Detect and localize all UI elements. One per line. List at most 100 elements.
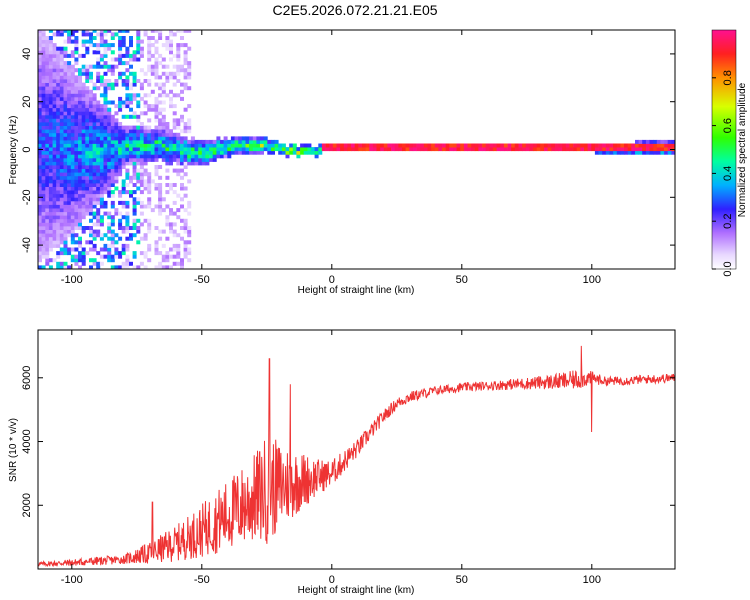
- spectrogram-cell: [252, 139, 257, 144]
- spectrogram-cell: [129, 43, 133, 48]
- spectrogram-cell: [143, 30, 148, 33]
- spectrogram-cell: [110, 254, 115, 259]
- spectrogram-cell: [165, 157, 170, 162]
- spectrogram-cell: [56, 175, 61, 180]
- spectrogram-cell: [92, 233, 97, 238]
- spectrogram-cell: [67, 79, 72, 83]
- spectrogram-cell: [158, 154, 163, 159]
- spectrogram-cell: [125, 114, 130, 119]
- spectrogram-x-tick-label: -50: [194, 274, 210, 286]
- spectrogram-cell: [172, 136, 177, 141]
- spectrogram-cell: [325, 147, 330, 152]
- spectrogram-cell: [45, 75, 50, 80]
- spectrogram-cell: [78, 251, 82, 256]
- spectrogram-cell: [92, 104, 97, 109]
- spectrogram-cell: [132, 53, 137, 58]
- spectrogram-cell: [92, 129, 97, 134]
- spectrogram-cell: [161, 132, 166, 137]
- spectrogram-cell: [59, 53, 64, 58]
- snr-y-tick-label: 2000: [21, 493, 33, 517]
- spectrogram-cell: [274, 147, 279, 152]
- spectrogram-cell: [143, 150, 148, 155]
- spectrogram-cell: [129, 190, 133, 195]
- spectrogram-cell: [103, 204, 108, 209]
- spectrogram-cell: [114, 104, 119, 109]
- spectrogram-cell: [252, 150, 257, 155]
- spectrogram-cell: [165, 93, 170, 98]
- spectrogram-cell: [63, 247, 68, 252]
- spectrogram-cell: [41, 265, 46, 269]
- spectrogram-cell: [81, 118, 86, 123]
- spectrogram-cell: [59, 168, 64, 173]
- spectrogram-cell: [85, 168, 90, 173]
- spectrogram-cell: [74, 161, 79, 166]
- spectrogram-cell: [125, 53, 130, 58]
- spectrogram-cell: [143, 125, 148, 130]
- spectrogram-cell: [194, 147, 199, 152]
- spectrogram-cell: [81, 215, 86, 220]
- spectrogram-cell: [129, 71, 133, 76]
- spectrogram-cell: [48, 172, 53, 177]
- spectrogram-cell: [45, 143, 50, 148]
- spectrogram-cell: [81, 132, 86, 137]
- spectrogram-cell: [70, 168, 75, 173]
- spectrogram-cell: [154, 265, 159, 269]
- spectrogram-cell: [136, 57, 141, 62]
- spectrogram-cell: [99, 261, 104, 266]
- spectrogram-cell: [154, 136, 159, 141]
- spectrogram-cell: [139, 86, 144, 91]
- spectrogram-cell: [150, 64, 155, 69]
- spectrogram-cell: [132, 132, 137, 137]
- spectrogram-cell: [107, 143, 112, 148]
- spectrogram-cell: [99, 197, 104, 202]
- spectrogram-cell: [493, 143, 497, 148]
- spectrogram-cell: [165, 150, 170, 155]
- spectrogram-cell: [45, 39, 50, 44]
- spectrogram-cell: [52, 71, 57, 76]
- spectrogram-cell: [70, 132, 75, 137]
- spectrogram-cell: [525, 147, 530, 152]
- spectrogram-cell: [107, 43, 112, 48]
- spectrogram-cell: [136, 143, 141, 148]
- spectrogram-cell: [38, 175, 42, 180]
- spectrogram-cell: [38, 50, 42, 55]
- spectrogram-cell: [92, 86, 97, 91]
- spectrogram-cell: [59, 114, 64, 119]
- spectrogram-cell: [92, 258, 97, 263]
- spectrogram-cell: [165, 236, 170, 241]
- spectrogram-cell: [114, 132, 119, 137]
- spectrogram-cell: [56, 261, 61, 266]
- spectrogram-cell: [89, 211, 93, 216]
- spectrogram-cell: [165, 64, 170, 69]
- spectrogram-cell: [41, 53, 46, 58]
- spectrogram-cell: [129, 100, 133, 105]
- spectrogram-cell: [85, 93, 90, 98]
- spectrogram-cell: [52, 197, 57, 202]
- spectrogram-cell: [92, 50, 97, 55]
- spectrogram-cell: [139, 50, 144, 55]
- spectrogram-cell: [89, 43, 93, 48]
- spectrogram-cell: [63, 200, 68, 205]
- spectrogram-cell: [41, 197, 46, 202]
- spectrogram-cell: [307, 147, 312, 152]
- spectrogram-cell: [85, 114, 90, 119]
- spectrogram-cell: [99, 118, 104, 123]
- spectrogram-cell: [41, 71, 46, 76]
- spectrogram-cell: [96, 251, 101, 256]
- spectrogram-cell: [118, 53, 123, 58]
- spectrogram-cell: [110, 129, 115, 134]
- spectrogram-cell: [89, 36, 93, 40]
- spectrogram-cell: [96, 104, 101, 109]
- spectrogram-cell: [540, 147, 545, 152]
- spectrogram-cell: [165, 36, 170, 40]
- spectrogram-cell: [340, 147, 345, 152]
- spectrogram-cell: [63, 107, 68, 112]
- spectrogram-cell: [187, 64, 192, 69]
- spectrogram-cell: [52, 32, 57, 37]
- spectrogram-cell: [216, 147, 221, 152]
- spectrogram-cell: [154, 61, 159, 66]
- spectrogram-cell: [99, 82, 104, 87]
- spectrogram-cell: [169, 132, 173, 137]
- spectrogram-cell: [78, 136, 82, 141]
- spectrogram-cell: [41, 89, 46, 94]
